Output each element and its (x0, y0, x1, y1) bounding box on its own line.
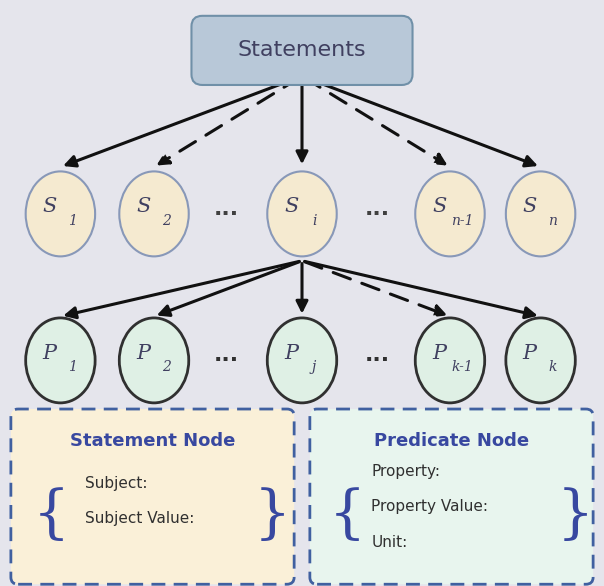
Text: k-1: k-1 (451, 360, 473, 374)
Text: Statements: Statements (238, 40, 366, 60)
Text: 2: 2 (162, 214, 170, 228)
Text: Property:: Property: (371, 464, 440, 479)
Text: S: S (432, 197, 446, 216)
Text: ···: ··· (214, 350, 239, 370)
Text: k: k (548, 360, 557, 374)
FancyBboxPatch shape (191, 16, 413, 85)
Text: S: S (42, 197, 57, 216)
FancyBboxPatch shape (310, 409, 593, 584)
Text: ···: ··· (365, 350, 390, 370)
Text: Predicate Node: Predicate Node (374, 432, 529, 449)
Text: P: P (42, 344, 57, 363)
Ellipse shape (25, 318, 95, 403)
Text: {: { (329, 488, 366, 544)
Text: n-1: n-1 (451, 214, 474, 228)
Text: Statement Node: Statement Node (70, 432, 235, 449)
Text: P: P (522, 344, 537, 363)
Text: n: n (548, 214, 557, 228)
Text: Property Value:: Property Value: (371, 499, 489, 515)
Ellipse shape (267, 318, 337, 403)
Text: ···: ··· (365, 204, 390, 224)
Text: P: P (136, 344, 150, 363)
Ellipse shape (416, 171, 485, 257)
Ellipse shape (416, 318, 485, 403)
Text: P: P (432, 344, 446, 363)
Ellipse shape (120, 171, 188, 257)
Text: S: S (522, 197, 537, 216)
Text: j: j (312, 360, 316, 374)
Text: }: } (253, 488, 291, 544)
Text: 1: 1 (68, 214, 77, 228)
Text: {: { (33, 488, 70, 544)
Ellipse shape (506, 171, 576, 257)
Ellipse shape (506, 318, 576, 403)
Ellipse shape (120, 318, 188, 403)
Ellipse shape (267, 171, 337, 257)
Text: Subject Value:: Subject Value: (85, 511, 194, 526)
Text: }: } (556, 488, 594, 544)
Text: P: P (284, 344, 298, 363)
Text: 1: 1 (68, 360, 77, 374)
FancyBboxPatch shape (11, 409, 294, 584)
Text: Subject:: Subject: (85, 476, 147, 491)
Ellipse shape (25, 171, 95, 257)
Text: S: S (136, 197, 150, 216)
Text: Unit:: Unit: (371, 534, 408, 550)
Text: ···: ··· (214, 204, 239, 224)
Text: S: S (284, 197, 298, 216)
Text: i: i (312, 214, 316, 228)
Text: 2: 2 (162, 360, 170, 374)
